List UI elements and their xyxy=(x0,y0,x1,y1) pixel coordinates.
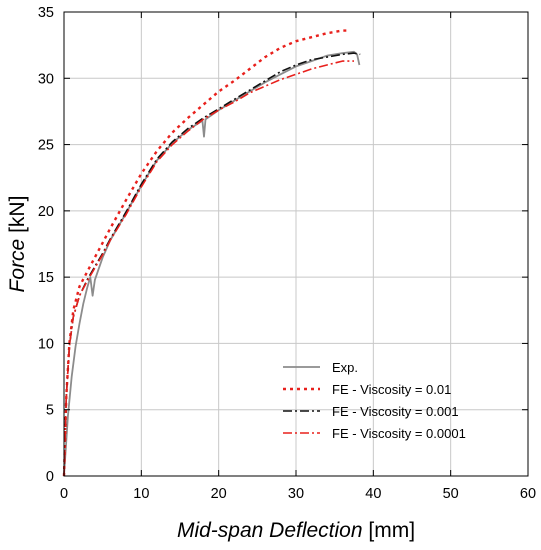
x-tick-label: 10 xyxy=(133,486,149,502)
y-tick-label: 5 xyxy=(46,403,54,419)
tick-labels: 0 10 20 30 40 50 60 0 5 10 15 20 25 30 35 xyxy=(38,5,536,502)
y-tick-label: 30 xyxy=(38,71,54,87)
y-tick-label: 20 xyxy=(38,204,54,220)
x-tick-label: 30 xyxy=(288,486,304,502)
y-tick-label: 15 xyxy=(38,270,54,286)
series-lines xyxy=(62,29,361,477)
legend-label: FE - Viscosity = 0.001 xyxy=(332,404,459,419)
x-tick-label: 60 xyxy=(520,486,536,502)
y-tick-label: 35 xyxy=(38,5,54,21)
x-tick-label: 40 xyxy=(365,486,381,502)
legend-label: Exp. xyxy=(332,360,358,375)
grid xyxy=(64,12,528,476)
y-axis-title: Force [kN] xyxy=(6,196,29,293)
series-line-3 xyxy=(63,52,361,477)
x-tick-label: 20 xyxy=(211,486,227,502)
legend-label: FE - Viscosity = 0.0001 xyxy=(332,426,466,441)
series-line-2 xyxy=(62,29,351,477)
x-tick-label: 50 xyxy=(443,486,459,502)
x-axis-title-unit: [mm] xyxy=(368,519,415,542)
x-axis-title: Mid-span Deflection [mm] xyxy=(177,519,415,542)
series-line-1 xyxy=(63,50,361,477)
legend: Exp. FE - Viscosity = 0.01 FE - Viscosity … xyxy=(283,360,466,441)
x-axis-title-name: Mid-span Deflection xyxy=(177,519,363,542)
x-tick-label: 0 xyxy=(60,486,68,502)
y-tick-label: 0 xyxy=(46,469,54,485)
y-axis-title-unit: [kN] xyxy=(6,196,29,233)
y-tick-label: 10 xyxy=(38,336,54,352)
y-axis-title-name: Force xyxy=(6,239,29,293)
series-line-4 xyxy=(63,60,354,477)
y-tick-label: 25 xyxy=(38,138,54,154)
axis-ticks xyxy=(63,11,529,477)
legend-label: FE - Viscosity = 0.01 xyxy=(332,382,451,397)
